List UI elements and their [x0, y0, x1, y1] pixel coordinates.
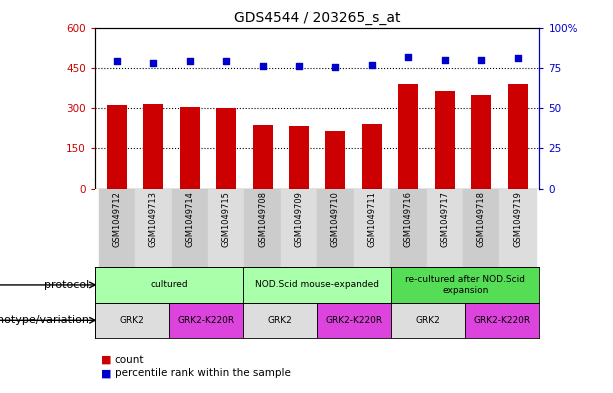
Bar: [95, 303, 169, 338]
Text: GSM1049715: GSM1049715: [222, 191, 230, 247]
Bar: [281, 189, 318, 267]
Bar: [390, 189, 427, 267]
Text: GSM1049708: GSM1049708: [258, 191, 267, 247]
Bar: [216, 108, 236, 189]
Text: ■: ■: [101, 354, 112, 365]
Point: [330, 64, 340, 70]
Bar: [318, 189, 354, 267]
Bar: [243, 267, 391, 303]
Bar: [326, 131, 346, 189]
Bar: [99, 189, 135, 267]
Text: GSM1049714: GSM1049714: [185, 191, 194, 247]
Bar: [107, 105, 127, 189]
Text: count: count: [115, 354, 144, 365]
Point: [403, 53, 413, 60]
Text: NOD.Scid mouse-expanded: NOD.Scid mouse-expanded: [255, 281, 379, 289]
Bar: [463, 189, 500, 267]
Text: GSM1049717: GSM1049717: [440, 191, 449, 247]
Bar: [435, 91, 455, 189]
Bar: [398, 84, 418, 189]
Text: GRK2-K220R: GRK2-K220R: [474, 316, 531, 325]
Text: cultured: cultured: [150, 281, 188, 289]
Bar: [354, 189, 390, 267]
Bar: [508, 84, 528, 189]
Point: [294, 63, 304, 69]
Bar: [95, 267, 243, 303]
Text: GSM1049718: GSM1049718: [477, 191, 485, 247]
Text: GRK2: GRK2: [120, 316, 145, 325]
Text: GSM1049712: GSM1049712: [112, 191, 121, 247]
Point: [221, 58, 231, 64]
Bar: [243, 303, 318, 338]
Text: GRK2-K220R: GRK2-K220R: [326, 316, 383, 325]
Text: GSM1049711: GSM1049711: [367, 191, 376, 247]
Text: protocol: protocol: [44, 280, 89, 290]
Bar: [465, 303, 539, 338]
Text: GSM1049710: GSM1049710: [331, 191, 340, 247]
Text: percentile rank within the sample: percentile rank within the sample: [115, 368, 291, 378]
Text: GRK2-K220R: GRK2-K220R: [178, 316, 235, 325]
Bar: [500, 189, 536, 267]
Bar: [172, 189, 208, 267]
Point: [367, 61, 377, 68]
Bar: [245, 189, 281, 267]
Bar: [169, 303, 243, 338]
Text: GSM1049709: GSM1049709: [294, 191, 303, 247]
Text: GRK2: GRK2: [416, 316, 441, 325]
Title: GDS4544 / 203265_s_at: GDS4544 / 203265_s_at: [234, 11, 400, 25]
Bar: [253, 125, 273, 189]
Bar: [391, 303, 465, 338]
Text: GSM1049719: GSM1049719: [513, 191, 522, 247]
Text: re-cultured after NOD.Scid
expansion: re-cultured after NOD.Scid expansion: [405, 275, 525, 295]
Bar: [471, 95, 491, 189]
Bar: [318, 303, 391, 338]
Text: GSM1049713: GSM1049713: [149, 191, 158, 247]
Point: [148, 60, 158, 66]
Text: GSM1049716: GSM1049716: [404, 191, 413, 247]
Point: [185, 58, 195, 64]
Bar: [362, 124, 382, 189]
Bar: [143, 104, 163, 189]
Bar: [180, 107, 200, 189]
Point: [112, 58, 122, 64]
Text: genotype/variation: genotype/variation: [0, 315, 89, 325]
Bar: [208, 189, 245, 267]
Text: GRK2: GRK2: [268, 316, 292, 325]
Point: [257, 63, 267, 69]
Bar: [427, 189, 463, 267]
Bar: [289, 126, 309, 189]
Text: ■: ■: [101, 368, 112, 378]
Point: [476, 57, 486, 63]
Point: [440, 57, 449, 63]
Point: [512, 55, 522, 61]
Bar: [135, 189, 172, 267]
Bar: [391, 267, 539, 303]
